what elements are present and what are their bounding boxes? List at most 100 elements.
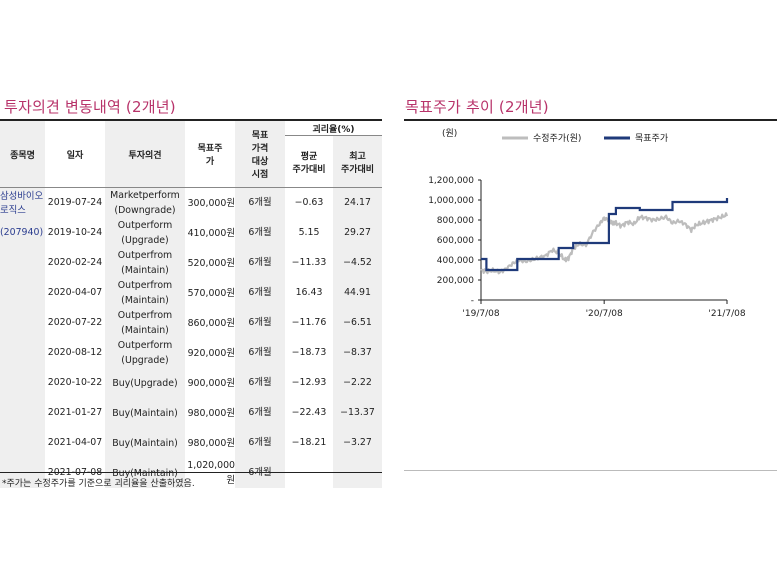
- header-max: 최고 주가대비: [333, 135, 382, 188]
- cell-target: 410,000원: [187, 227, 235, 239]
- cell-date: 2019-07-24: [47, 197, 103, 208]
- y-tick-label: 1,200,000: [428, 176, 474, 186]
- header-opinion: 투자의견: [105, 121, 185, 188]
- cell-date: 2020-04-07: [47, 287, 103, 298]
- legend-target-label: 목표주가: [635, 133, 668, 144]
- cell-avg: 16.43: [295, 287, 323, 298]
- cell-target: 920,000원: [187, 347, 235, 359]
- cell-avg: −18.21: [291, 437, 327, 448]
- cell-opinion: Outperform (Upgrade): [105, 338, 185, 368]
- left-title-rule: [0, 119, 382, 121]
- cell-period: 6개월: [235, 187, 285, 218]
- footnote: *주가는 수정주가를 기준으로 괴리율을 산출하였음.: [2, 479, 195, 489]
- target-price-chart: (원) 수정주가(원) 목표주가 1,200,000 1,000,000 800,000 6…: [428, 128, 746, 319]
- table-row: 2020-07-22 Outperfrom (Maintain) 860,000원 6개…: [0, 308, 382, 338]
- opinion-history-table: 종목명 일자 투자의견 목표주 가 목표 가격 대상 시점 괴리율(%) 평균 주가대비 …: [0, 121, 382, 488]
- price-series-line: [480, 212, 729, 275]
- cell-target: 980,000원: [187, 407, 235, 419]
- cell-period: 6개월: [235, 458, 285, 488]
- y-tick-label: 600,000: [437, 236, 474, 246]
- y-tick-label: 1,000,000: [428, 196, 474, 206]
- x-tick-label: '20/7/08: [586, 309, 623, 319]
- cell-opinion: Outperfrom (Maintain): [105, 308, 185, 338]
- right-title-rule: [404, 119, 777, 121]
- cell-target: 860,000원: [187, 317, 235, 329]
- cell-period: 6개월: [235, 218, 285, 248]
- table-body: 삼성바이오 로직스 (207940) 2019-07-24 Marketperform(…: [0, 187, 382, 488]
- cell-target: 900,000원: [187, 377, 235, 389]
- stock-cell: 삼성바이오 로직스 (207940): [0, 187, 45, 488]
- cell-opinion: Buy(Maintain): [105, 398, 185, 428]
- cell-max: −2.22: [333, 368, 382, 398]
- cell-date: 2020-08-12: [47, 347, 103, 358]
- cell-target: 570,000원: [187, 287, 235, 299]
- cell-opinion: Outperfrom (Maintain): [105, 248, 185, 278]
- cell-period: 6개월: [235, 248, 285, 278]
- cell-target: 520,000원: [187, 257, 235, 269]
- target-series-line: [481, 198, 729, 272]
- header-gap: 괴리율(%): [285, 121, 382, 136]
- table-row: 2021-04-07 Buy(Maintain) 980,000원 6개월 −18.21…: [0, 428, 382, 458]
- cell-date: 2020-07-22: [47, 317, 103, 328]
- y-tick-label: 400,000: [437, 256, 474, 266]
- table-row: 2021-01-27 Buy(Maintain) 980,000원 6개월 −22.43…: [0, 398, 382, 428]
- cell-period: 6개월: [235, 338, 285, 368]
- cell-period: 6개월: [235, 368, 285, 398]
- table-row: 2020-10-22 Buy(Upgrade) 900,000원 6개월 −12.93−…: [0, 368, 382, 398]
- cell-period: 6개월: [235, 428, 285, 458]
- cell-avg: [285, 458, 333, 488]
- y-tick-label: 200,000: [437, 276, 474, 286]
- table-row: 2020-08-12 Outperform (Upgrade) 920,000원 6개월…: [0, 338, 382, 368]
- cell-max: −3.27: [333, 428, 382, 458]
- legend-price-label: 수정주가(원): [533, 133, 581, 144]
- cell-avg: −12.93: [291, 377, 327, 388]
- cell-opinion: Marketperform (Downgrade): [105, 187, 185, 218]
- y-tick-label: 800,000: [437, 216, 474, 226]
- cell-max: −4.52: [333, 248, 382, 278]
- cell-max: 29.27: [333, 218, 382, 248]
- y-tick-label: -: [471, 296, 474, 306]
- cell-opinion: Outperfrom (Maintain): [105, 278, 185, 308]
- cell-avg: −18.73: [291, 347, 327, 358]
- header-avg: 평균 주가대비: [285, 135, 333, 188]
- cell-target: 980,000원: [187, 437, 235, 449]
- cell-date: 2020-02-24: [47, 257, 103, 268]
- cell-avg: 5.15: [298, 227, 320, 238]
- cell-avg: −11.76: [291, 317, 327, 328]
- table-bottom-rule: [0, 472, 382, 473]
- cell-avg: −22.43: [291, 407, 327, 418]
- cell-max: 24.17: [333, 187, 382, 218]
- header-avg-label: 평균 주가대비: [292, 151, 326, 175]
- cell-date: 2019-10-24: [47, 227, 103, 238]
- header-stock: 종목명: [0, 121, 45, 188]
- cell-date: 2020-10-22: [47, 377, 103, 388]
- table-row: 삼성바이오 로직스 (207940) 2019-07-24 Marketperform(…: [0, 187, 382, 488]
- table-row: 2019-10-24 Outperform (Upgrade) 410,000원 6개월…: [0, 218, 382, 248]
- cell-opinion: Buy(Upgrade): [105, 368, 185, 398]
- table-row: 2020-02-24 Outperfrom (Maintain) 520,000원 6개…: [0, 248, 382, 278]
- cell-target: 300,000원: [187, 197, 235, 209]
- cell-avg: −11.33: [291, 257, 327, 268]
- chart-bottom-rule: [404, 470, 777, 471]
- cell-avg: −0.63: [294, 197, 324, 208]
- stock-name: 삼성바이오 로직스: [0, 191, 44, 216]
- header-period-label: 목표 가격 대상 시점: [251, 131, 269, 180]
- cell-max: −6.51: [333, 308, 382, 338]
- header-target: 목표주 가: [185, 121, 235, 188]
- cell-period: 6개월: [235, 278, 285, 308]
- right-section-title: 목표주가 추이 (2개년): [405, 98, 549, 116]
- header-target-label: 목표주 가: [197, 144, 223, 167]
- stock-code: (207940): [0, 227, 44, 238]
- cell-opinion: Outperform (Upgrade): [105, 218, 185, 248]
- cell-opinion: Buy(Maintain): [105, 428, 185, 458]
- cell-period: 6개월: [235, 308, 285, 338]
- cell-max: −8.37: [333, 338, 382, 368]
- table-row: 2020-04-07 Outperfrom (Maintain) 570,000원 6개…: [0, 278, 382, 308]
- x-tick-label: '19/7/08: [462, 309, 499, 319]
- cell-target: 1,020,000 원: [187, 460, 235, 486]
- cell-opinion: Buy(Maintain): [105, 458, 185, 488]
- header-date: 일자: [45, 121, 105, 188]
- header-max-label: 최고 주가대비: [340, 151, 375, 175]
- cell-date: 2021-01-27: [47, 407, 103, 418]
- x-tick-label: '21/7/08: [708, 309, 745, 319]
